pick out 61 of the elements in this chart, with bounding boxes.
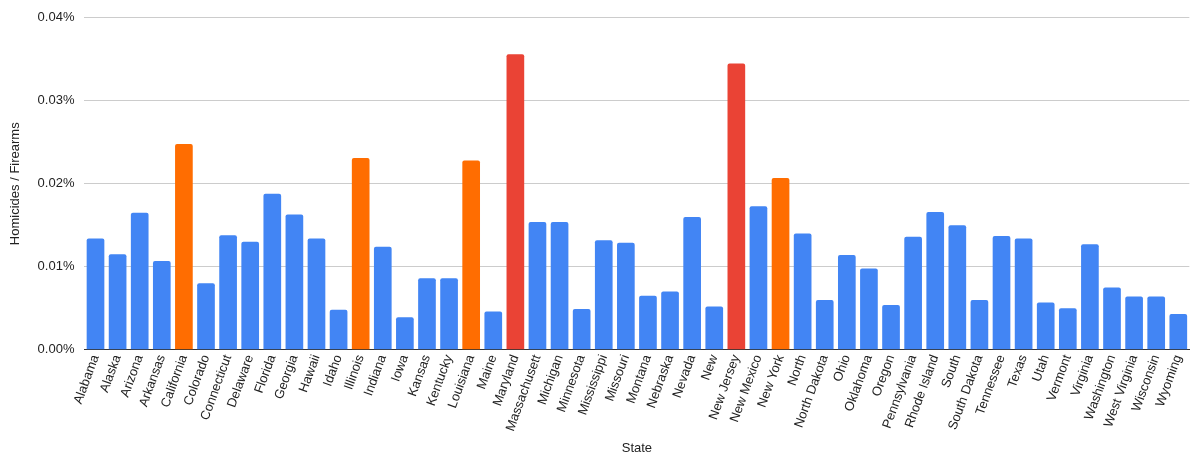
bar: [550, 221, 569, 350]
y-tick-label: 0.00%: [37, 341, 75, 357]
bar: [749, 206, 768, 350]
bar: [1014, 238, 1033, 350]
bar: [639, 295, 657, 350]
bar: [197, 283, 215, 350]
bar: [528, 221, 547, 350]
y-tick-label: 0.01%: [37, 258, 75, 274]
y-tick-label: 0.03%: [37, 92, 75, 108]
bar: [329, 309, 348, 350]
x-tick-label: Iowa: [387, 351, 412, 384]
bar: [506, 54, 525, 350]
bar: [1036, 302, 1055, 350]
bar: [241, 241, 260, 350]
bar: [1125, 296, 1143, 350]
x-tick-label: Idaho: [319, 352, 345, 389]
bar: [948, 225, 967, 350]
bar: [815, 299, 834, 350]
bar: [1147, 296, 1166, 350]
bar: [838, 255, 856, 350]
x-axis-title: State: [621, 439, 653, 455]
bar: [152, 260, 171, 350]
bar: [926, 211, 945, 350]
bar: [594, 240, 613, 350]
bar: [860, 268, 878, 350]
bar: [705, 306, 724, 350]
x-tick-label: New: [697, 351, 721, 383]
bar: [396, 317, 414, 350]
bar: [418, 278, 436, 350]
x-tick-label: Texas: [1004, 352, 1030, 390]
bar: [882, 304, 900, 350]
bar: [904, 236, 922, 350]
bar: [108, 254, 127, 350]
bar: [462, 160, 481, 350]
bar: [1169, 314, 1188, 350]
bar: [572, 309, 591, 350]
bar: [351, 158, 370, 350]
bar: [970, 299, 989, 350]
y-tick-label: 0.04%: [37, 9, 75, 25]
bar: [285, 214, 304, 350]
bar: [1081, 244, 1099, 350]
bar: [263, 193, 282, 350]
bar: [1058, 308, 1077, 350]
bar: [1103, 287, 1121, 350]
bar: [484, 311, 503, 350]
bar: [175, 143, 193, 350]
bar: [683, 216, 701, 350]
bar: [771, 177, 790, 350]
bar: [130, 212, 149, 350]
bar: [219, 235, 237, 350]
bar: [86, 238, 105, 350]
bar: [440, 278, 458, 350]
y-axis-title: Homicides / Firearms: [7, 121, 23, 246]
bar: [793, 233, 812, 350]
bar: [992, 236, 1011, 350]
bar: [617, 242, 635, 350]
bar: [661, 291, 679, 350]
bar: [307, 238, 326, 350]
bar: [373, 246, 392, 350]
bar: [727, 63, 746, 350]
y-tick-label: 0.02%: [37, 175, 75, 191]
